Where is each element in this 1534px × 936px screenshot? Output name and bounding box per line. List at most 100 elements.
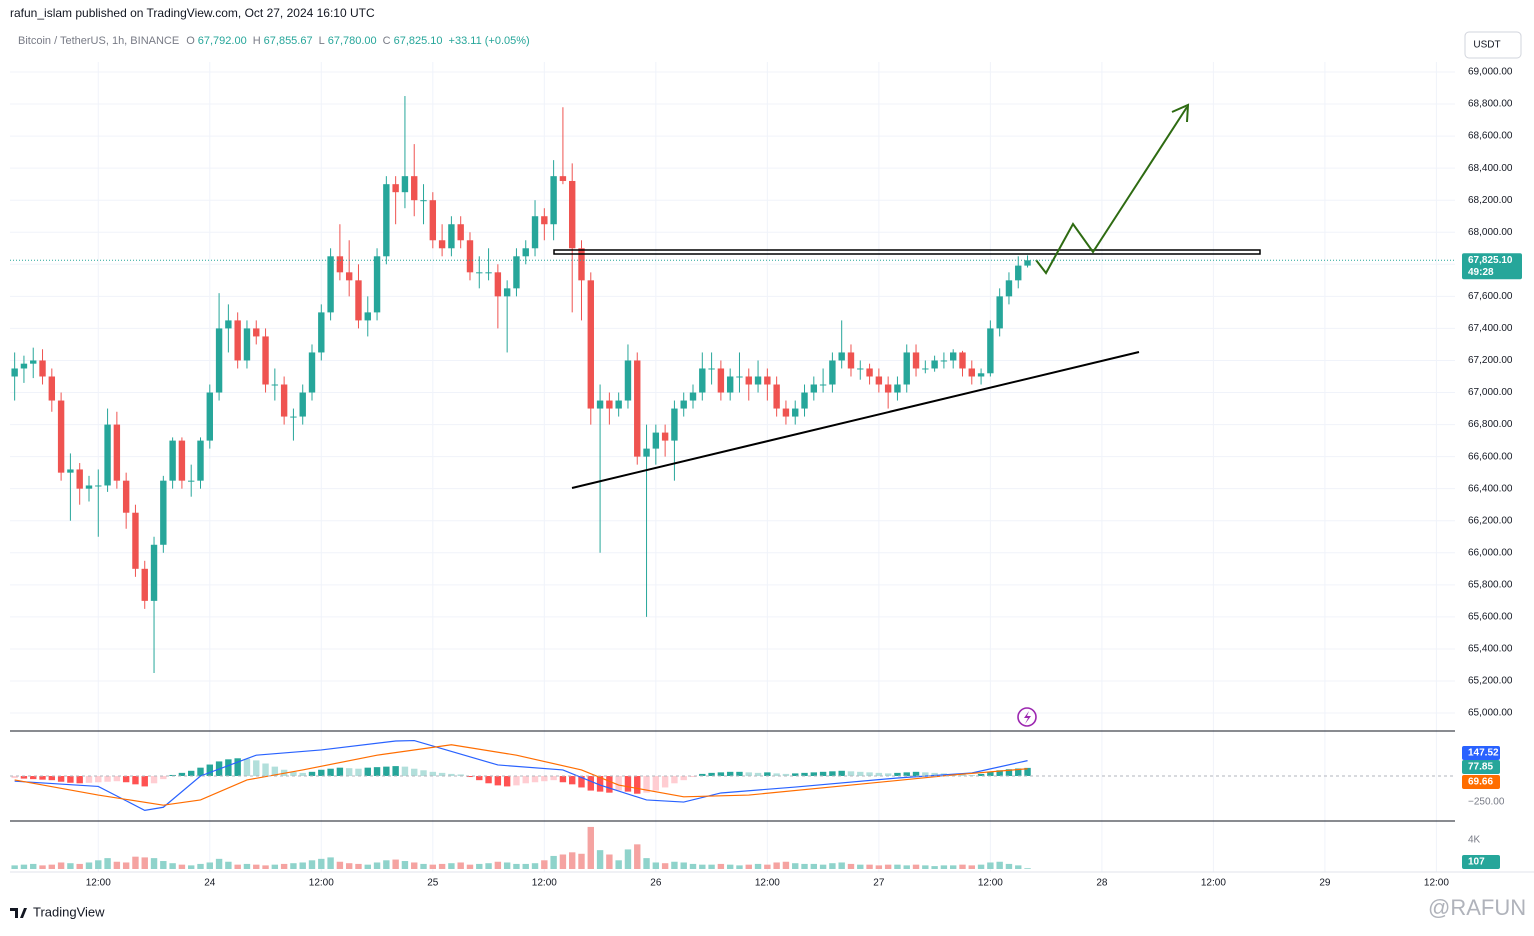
volume-bar (373, 862, 381, 869)
candle-body (857, 368, 864, 370)
candle-body (689, 392, 697, 401)
y-tick-label: 65,200.00 (1468, 676, 1513, 687)
macd-histogram-bar (643, 776, 650, 793)
candle-body (411, 176, 418, 201)
volume-bar (652, 862, 660, 869)
candle-body (708, 368, 715, 370)
candle-body (838, 352, 845, 361)
macd-histogram-bar (829, 771, 836, 776)
currency: USDT (1473, 40, 1500, 51)
candle-body (550, 176, 557, 225)
x-tick-label: 12:00 (1424, 878, 1449, 889)
trendline (571, 351, 1140, 489)
legend: Bitcoin / TetherUS, 1h, BINANCE O 67,792.0… (18, 35, 530, 47)
macd-histogram-bar (141, 776, 148, 787)
candle-body (1005, 280, 1013, 297)
volume-bar (420, 863, 427, 869)
volume-bar (513, 863, 520, 869)
event-icon[interactable] (1017, 707, 1037, 727)
candle-body (875, 376, 883, 385)
macd-histogram-bar (894, 772, 901, 776)
legend-change: +33.11 (+0.05%) (449, 35, 530, 47)
y-tick-label: 67,600.00 (1468, 291, 1513, 302)
volume-bar (20, 864, 28, 869)
macd-histogram-bar (773, 773, 780, 776)
volume-bar (48, 864, 56, 869)
volume-bar (466, 864, 474, 869)
volume-bar (438, 863, 446, 869)
candle-body (661, 432, 669, 441)
candle-body (290, 416, 297, 418)
macd-histogram-bar (95, 776, 102, 783)
candle-body (95, 485, 102, 487)
volume-bar (160, 861, 167, 869)
candle-body (596, 400, 604, 409)
macd-histogram-bar (819, 771, 827, 776)
macd-histogram-bar (1005, 769, 1013, 776)
candle-body (736, 376, 743, 378)
candle-body (476, 272, 483, 274)
volume-bar (708, 864, 715, 869)
candle-body (20, 363, 28, 369)
macd-histogram-bar (875, 772, 883, 776)
volume-bar (634, 844, 641, 869)
candle-body (253, 328, 260, 337)
value-badge-label: 69.66 (1468, 777, 1493, 788)
volume-bar (383, 860, 390, 869)
macd-histogram-bar (503, 776, 511, 787)
candle-body (931, 360, 938, 369)
macd-histogram-bar (996, 770, 1003, 776)
last-price-label: 67,825.10 (1468, 255, 1513, 266)
candle-body (429, 200, 437, 241)
candle-body (308, 352, 316, 393)
volume-bar (996, 861, 1003, 869)
candle-body (262, 336, 269, 385)
macd-tick-label: −250.00 (1468, 797, 1505, 808)
macd-histogram-bar (160, 776, 167, 780)
candle-body (30, 360, 37, 364)
y-tick-label: 69,000.00 (1468, 67, 1513, 78)
legend-value: 67,792.00 (198, 35, 247, 47)
macd-histogram-bar (652, 776, 660, 791)
currency-button[interactable] (1464, 31, 1522, 59)
candle-body (39, 360, 46, 377)
candle-body (652, 432, 660, 449)
volume-bar (104, 858, 111, 869)
candle-body (894, 384, 901, 393)
macd-histogram-bar (364, 767, 371, 776)
volume-bar (792, 863, 799, 869)
volume-bar (122, 862, 130, 869)
candle-body (569, 180, 576, 249)
legend-label: L (319, 35, 325, 47)
volume-bar (643, 858, 650, 869)
candle-body (903, 352, 910, 385)
candle-body (494, 272, 502, 297)
volume-bar (782, 861, 790, 869)
candle-body (513, 256, 520, 289)
resistance-zone (553, 249, 1261, 255)
volume-bar (550, 855, 557, 869)
volume-bar (57, 862, 65, 869)
legend-value: 67,825.10 (394, 35, 443, 47)
y-tick-label: 68,800.00 (1468, 99, 1513, 110)
volume-bar (541, 860, 548, 869)
candle-body (959, 352, 966, 369)
volume-bar (457, 862, 464, 869)
volume-bar (578, 853, 585, 869)
legend-label: H (253, 35, 261, 47)
macd-histogram-bar (104, 776, 111, 782)
macd-histogram-bar (253, 760, 260, 776)
candle-body (912, 352, 920, 369)
volume-bar (773, 862, 780, 869)
macd-histogram-bar (977, 773, 985, 776)
macd-histogram-bar (225, 759, 232, 776)
macd-histogram-bar (197, 767, 204, 776)
volume-bar (559, 854, 567, 869)
candle-body (448, 224, 455, 249)
candle-body (383, 184, 390, 257)
candle-body (188, 480, 195, 482)
volume-bar (671, 861, 678, 869)
volume-bar (680, 862, 687, 869)
macd-histogram-bar (596, 776, 604, 792)
candle-body (977, 373, 985, 377)
